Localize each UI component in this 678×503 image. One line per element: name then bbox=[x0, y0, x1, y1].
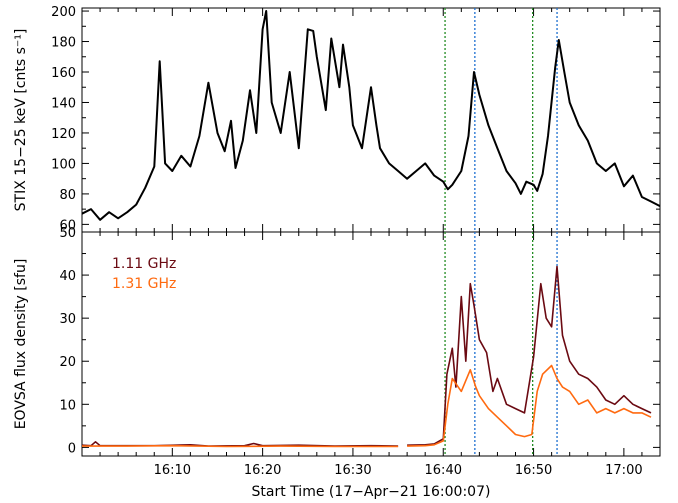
stix-y-tick-label: 120 bbox=[51, 127, 76, 142]
stix-y-tick-label: 60 bbox=[59, 218, 76, 233]
eovsa-y-tick-label: 40 bbox=[59, 269, 76, 284]
eovsa-y-tick-label: 0 bbox=[68, 441, 76, 456]
eovsa-panel: 0 10 20 30 40 50 16:10 16:20 16:30 16:40 16:50 17:0… bbox=[59, 226, 660, 478]
eovsa-series-line bbox=[407, 265, 652, 446]
stix-series-line bbox=[81, 10, 661, 221]
stix-y-tick-label: 80 bbox=[59, 188, 76, 203]
eovsa-x-tick-label: 16:30 bbox=[334, 463, 371, 478]
legend-entry-1-11-ghz: 1.11 GHz bbox=[112, 256, 176, 272]
eovsa-series-line bbox=[407, 364, 652, 447]
eovsa-x-tick-label: 16:20 bbox=[244, 463, 281, 478]
eovsa-y-tick-label: 50 bbox=[59, 226, 76, 241]
stix-y-tick-label: 140 bbox=[51, 96, 76, 111]
eovsa-y-tick-label: 30 bbox=[59, 312, 76, 327]
eovsa-y-tick-label: 20 bbox=[59, 355, 76, 370]
stix-y-axis-title: STIX 15−25 keV [cnts s⁻¹] bbox=[13, 29, 29, 212]
eovsa-y-axis-title: EOVSA flux density [sfu] bbox=[13, 259, 29, 430]
eovsa-x-tick-label: 17:00 bbox=[605, 463, 642, 478]
eovsa-y-tick-label: 10 bbox=[59, 398, 76, 413]
stix-panel: 60 80 100 120 140 160 180 200 bbox=[51, 5, 661, 233]
x-axis-title: Start Time (17−Apr−21 16:00:07) bbox=[252, 484, 491, 500]
eovsa-x-tick-label: 16:10 bbox=[154, 463, 191, 478]
eovsa-x-tick-label: 16:50 bbox=[515, 463, 552, 478]
stix-y-tick-label: 100 bbox=[51, 157, 76, 172]
stix-y-tick-label: 180 bbox=[51, 36, 76, 51]
stix-y-tick-label: 200 bbox=[51, 5, 76, 20]
eovsa-series-line bbox=[82, 444, 399, 448]
eovsa-x-tick-label: 16:40 bbox=[425, 463, 462, 478]
stix-panel-frame bbox=[81, 7, 661, 233]
stix-y-tick-label: 160 bbox=[51, 66, 76, 81]
legend-entry-1-31-ghz: 1.31 GHz bbox=[112, 276, 176, 292]
